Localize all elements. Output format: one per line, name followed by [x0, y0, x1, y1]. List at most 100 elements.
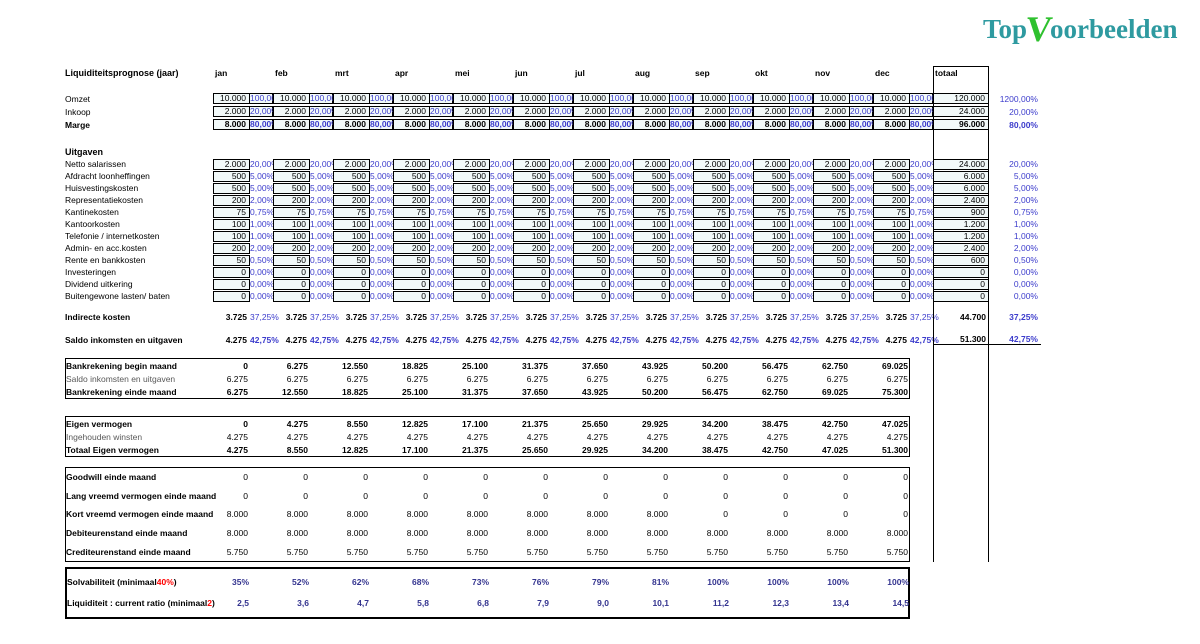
cell-value[interactable]: 2.000: [513, 158, 550, 170]
cell-value[interactable]: 50: [813, 254, 850, 266]
cell-value[interactable]: 200: [693, 242, 730, 254]
cell-value[interactable]: 500: [393, 182, 430, 194]
cell-pct[interactable]: 80,00%: [429, 119, 459, 130]
cell-value[interactable]: 200: [753, 194, 790, 206]
cell-value[interactable]: 100: [213, 230, 250, 242]
cell-value[interactable]: 100: [333, 218, 370, 230]
cell-value[interactable]: 50: [873, 254, 910, 266]
cell-value[interactable]: 0: [873, 278, 910, 290]
cell-value[interactable]: 2.000: [273, 106, 310, 117]
cell-value[interactable]: 100: [273, 218, 310, 230]
cell-value[interactable]: 500: [273, 182, 310, 194]
cell-value[interactable]: 10.000: [273, 93, 310, 104]
cell-value[interactable]: 0: [273, 278, 310, 290]
cell-value[interactable]: 0: [813, 278, 850, 290]
cell-value[interactable]: 0: [213, 266, 250, 278]
cell-value[interactable]: 75: [273, 206, 310, 218]
cell-value[interactable]: 500: [333, 170, 370, 182]
cell-value[interactable]: 0: [453, 266, 490, 278]
cell-value[interactable]: 8.000: [213, 119, 250, 130]
cell-value[interactable]: 0: [873, 290, 910, 302]
cell-value[interactable]: 50: [393, 254, 430, 266]
cell-value[interactable]: 0: [273, 266, 310, 278]
cell-value[interactable]: 50: [453, 254, 490, 266]
cell-value[interactable]: 0: [633, 278, 670, 290]
cell-value[interactable]: 100: [813, 218, 850, 230]
cell-value[interactable]: 8.000: [813, 119, 850, 130]
cell-value[interactable]: 8.000: [333, 119, 370, 130]
cell-value[interactable]: 8.000: [273, 119, 310, 130]
cell-value[interactable]: 2.000: [693, 158, 730, 170]
cell-value[interactable]: 100: [753, 230, 790, 242]
cell-pct[interactable]: 80,00%: [609, 119, 639, 130]
cell-value[interactable]: 100: [333, 230, 370, 242]
cell-value[interactable]: 500: [573, 182, 610, 194]
cell-pct[interactable]: 100,00%: [609, 93, 644, 104]
cell-value[interactable]: 500: [753, 182, 790, 194]
cell-value[interactable]: 200: [513, 242, 550, 254]
cell-value[interactable]: 0: [393, 266, 430, 278]
cell-value[interactable]: 200: [873, 242, 910, 254]
cell-value[interactable]: 100: [693, 230, 730, 242]
cell-value[interactable]: 75: [813, 206, 850, 218]
cell-value[interactable]: 2.000: [633, 106, 670, 117]
cell-value[interactable]: 2.000: [333, 106, 370, 117]
cell-value[interactable]: 0: [573, 266, 610, 278]
cell-value[interactable]: 0: [513, 290, 550, 302]
cell-value[interactable]: 10.000: [393, 93, 430, 104]
cell-pct[interactable]: 20,00%: [369, 106, 399, 117]
cell-value[interactable]: 50: [513, 254, 550, 266]
cell-value[interactable]: 0: [393, 290, 430, 302]
cell-value[interactable]: 0: [873, 266, 910, 278]
cell-value[interactable]: 0: [753, 278, 790, 290]
cell-value[interactable]: 200: [633, 194, 670, 206]
cell-value[interactable]: 500: [633, 182, 670, 194]
cell-pct[interactable]: 20,00%: [789, 106, 819, 117]
cell-value[interactable]: 500: [873, 182, 910, 194]
cell-value[interactable]: 200: [333, 194, 370, 206]
cell-value[interactable]: 10.000: [333, 93, 370, 104]
cell-value[interactable]: 500: [453, 170, 490, 182]
cell-value[interactable]: 75: [633, 206, 670, 218]
cell-value[interactable]: 500: [573, 170, 610, 182]
cell-value[interactable]: 75: [333, 206, 370, 218]
cell-value[interactable]: 50: [693, 254, 730, 266]
cell-value[interactable]: 0: [693, 266, 730, 278]
cell-pct[interactable]: 100,00%: [309, 93, 344, 104]
cell-value[interactable]: 100: [573, 230, 610, 242]
cell-pct[interactable]: 100,00%: [789, 93, 824, 104]
cell-value[interactable]: 500: [813, 170, 850, 182]
cell-value[interactable]: 100: [633, 218, 670, 230]
cell-value[interactable]: 100: [393, 218, 430, 230]
cell-value[interactable]: 2.000: [693, 106, 730, 117]
cell-value[interactable]: 200: [333, 242, 370, 254]
cell-value[interactable]: 200: [573, 242, 610, 254]
cell-value[interactable]: 2.000: [573, 158, 610, 170]
cell-value[interactable]: 50: [213, 254, 250, 266]
cell-value[interactable]: 0: [213, 290, 250, 302]
cell-pct[interactable]: 80,00%: [489, 119, 519, 130]
cell-value[interactable]: 100: [393, 230, 430, 242]
cell-value[interactable]: 500: [213, 182, 250, 194]
cell-value[interactable]: 200: [213, 242, 250, 254]
cell-value[interactable]: 100: [453, 218, 490, 230]
cell-value[interactable]: 2.000: [273, 158, 310, 170]
cell-pct[interactable]: 20,00%: [729, 106, 759, 117]
cell-value[interactable]: 0: [273, 290, 310, 302]
cell-pct[interactable]: 20,00%: [549, 106, 579, 117]
cell-value[interactable]: 0: [333, 266, 370, 278]
cell-value[interactable]: 10.000: [573, 93, 610, 104]
cell-value[interactable]: 8.000: [393, 119, 430, 130]
cell-value[interactable]: 100: [453, 230, 490, 242]
cell-value[interactable]: 500: [213, 170, 250, 182]
cell-value[interactable]: 0: [693, 278, 730, 290]
cell-value[interactable]: 0: [813, 266, 850, 278]
cell-pct[interactable]: 80,00%: [909, 119, 939, 130]
cell-value[interactable]: 100: [693, 218, 730, 230]
cell-value[interactable]: 500: [753, 170, 790, 182]
cell-value[interactable]: 0: [453, 278, 490, 290]
cell-value[interactable]: 500: [633, 170, 670, 182]
cell-pct[interactable]: 80,00%: [309, 119, 339, 130]
cell-value[interactable]: 50: [333, 254, 370, 266]
cell-pct[interactable]: 100,00%: [849, 93, 884, 104]
